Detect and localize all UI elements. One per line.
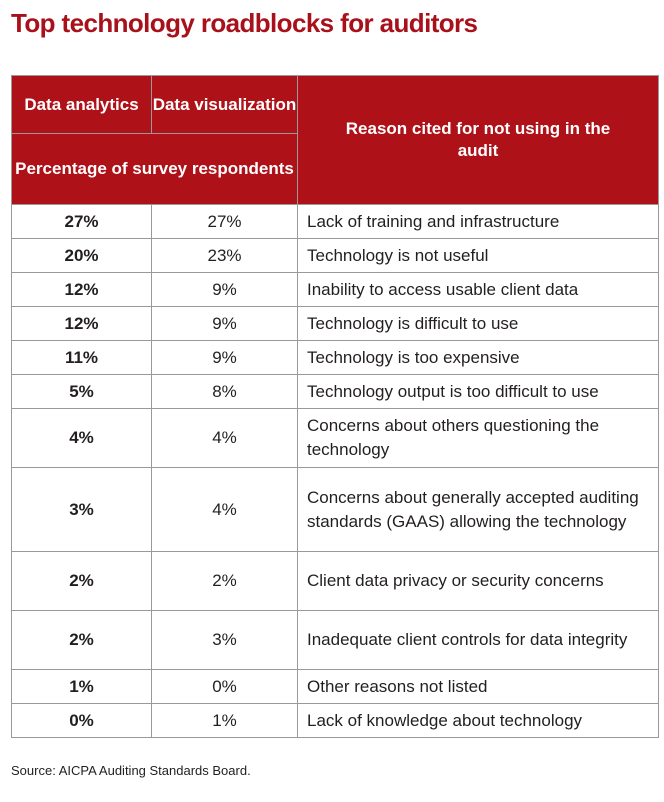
visualization-percent: 9%	[151, 340, 298, 375]
analytics-percent: 12%	[11, 272, 152, 307]
table-row: 2% 2% Client data privacy or security co…	[11, 551, 659, 611]
table-row: 27% 27% Lack of training and infrastruct…	[11, 204, 659, 239]
table-row: 2% 3% Inadequate client controls for dat…	[11, 610, 659, 670]
reason-text: Other reasons not listed	[297, 669, 659, 704]
header-data-analytics: Data analytics	[11, 75, 152, 134]
reason-text: Inability to access usable client data	[297, 272, 659, 307]
visualization-percent: 9%	[151, 306, 298, 341]
table-row: 5% 8% Technology output is too difficult…	[11, 374, 659, 409]
page-title: Top technology roadblocks for auditors	[11, 8, 478, 38]
table-row: 0% 1% Lack of knowledge about technology	[11, 703, 659, 738]
analytics-percent: 11%	[11, 340, 152, 375]
roadblocks-table: Data analytics Data visualization Reason…	[11, 75, 659, 738]
reason-text: Technology is not useful	[297, 238, 659, 273]
reason-text: Technology is difficult to use	[297, 306, 659, 341]
source-note: Source: AICPA Auditing Standards Board.	[11, 763, 251, 778]
visualization-percent: 4%	[151, 408, 298, 468]
header-data-visualization: Data visualization	[151, 75, 298, 134]
reason-text: Concerns about generally accepted auditi…	[297, 467, 659, 552]
reason-text: Client data privacy or security concerns	[297, 551, 659, 611]
visualization-percent: 3%	[151, 610, 298, 670]
visualization-percent: 27%	[151, 204, 298, 239]
table-row: 12% 9% Technology is difficult to use	[11, 306, 659, 341]
table-row: 1% 0% Other reasons not listed	[11, 669, 659, 704]
table-row: 3% 4% Concerns about generally accepted …	[11, 467, 659, 552]
header-reason: Reason cited for not using in the audit	[297, 75, 659, 205]
table-row: 12% 9% Inability to access usable client…	[11, 272, 659, 307]
table-row: 4% 4% Concerns about others questioning …	[11, 408, 659, 468]
reason-text: Lack of knowledge about technology	[297, 703, 659, 738]
reason-text: Technology is too expensive	[297, 340, 659, 375]
analytics-percent: 27%	[11, 204, 152, 239]
reason-text: Inadequate client controls for data inte…	[297, 610, 659, 670]
visualization-percent: 9%	[151, 272, 298, 307]
analytics-percent: 1%	[11, 669, 152, 704]
visualization-percent: 23%	[151, 238, 298, 273]
visualization-percent: 2%	[151, 551, 298, 611]
reason-text: Lack of training and infrastructure	[297, 204, 659, 239]
table-row: 11% 9% Technology is too expensive	[11, 340, 659, 375]
analytics-percent: 3%	[11, 467, 152, 552]
reason-text: Concerns about others questioning the te…	[297, 408, 659, 468]
analytics-percent: 12%	[11, 306, 152, 341]
analytics-percent: 0%	[11, 703, 152, 738]
visualization-percent: 8%	[151, 374, 298, 409]
reason-text: Technology output is too difficult to us…	[297, 374, 659, 409]
visualization-percent: 4%	[151, 467, 298, 552]
table-row: 20% 23% Technology is not useful	[11, 238, 659, 273]
analytics-percent: 2%	[11, 551, 152, 611]
analytics-percent: 2%	[11, 610, 152, 670]
header-percentage: Percentage of survey respondents	[11, 133, 298, 205]
analytics-percent: 20%	[11, 238, 152, 273]
analytics-percent: 4%	[11, 408, 152, 468]
visualization-percent: 0%	[151, 669, 298, 704]
analytics-percent: 5%	[11, 374, 152, 409]
visualization-percent: 1%	[151, 703, 298, 738]
